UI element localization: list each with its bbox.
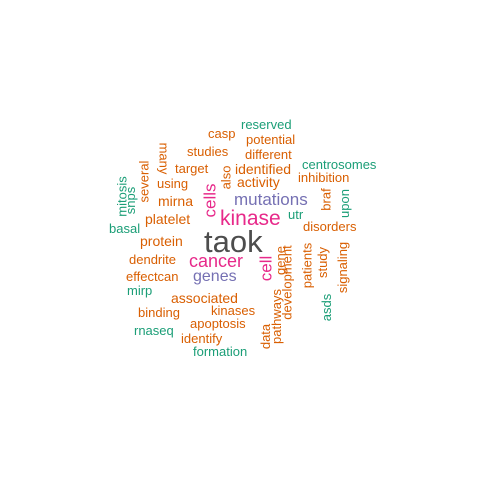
word-upon: upon [336, 189, 352, 218]
word-basal: basal [109, 221, 141, 236]
word-data: data [258, 323, 274, 350]
word-many: many [156, 142, 172, 175]
word-inhibition: inhibition [298, 170, 350, 185]
word-associated: associated [171, 290, 238, 306]
word-target: target [175, 161, 209, 176]
word-binding: binding [138, 305, 180, 320]
word-different: different [245, 147, 292, 162]
word-casp: casp [208, 126, 236, 141]
word-mutations: mutations [234, 190, 308, 209]
word-signaling: signaling [335, 241, 351, 294]
word-platelet: platelet [145, 211, 191, 227]
word-several: several [136, 160, 152, 203]
word-using: using [157, 176, 189, 191]
word-patients: patients [299, 242, 315, 289]
word-identified: identified [235, 161, 292, 177]
word-cancer: cancer [189, 251, 244, 271]
word-potential: potential [246, 132, 296, 147]
word-disorders: disorders [303, 219, 357, 234]
word-cells: cells [200, 183, 220, 218]
word-protein: protein [140, 233, 183, 249]
word-activity: activity [237, 174, 280, 190]
word-utr: utr [288, 207, 304, 222]
word-cell: cell [256, 255, 276, 282]
word-reserved: reserved [241, 117, 292, 132]
word-braf: braf [318, 188, 334, 211]
word-apoptosis: apoptosis [190, 316, 246, 331]
word-formation: formation [193, 344, 248, 359]
word-rnaseq: rnaseq [134, 323, 174, 338]
word-taok: taok [204, 224, 263, 259]
word-dendrite: dendrite [129, 252, 176, 267]
word-also: also [218, 165, 234, 190]
word-mirna: mirna [158, 193, 194, 209]
word-kinases: kinases [211, 303, 256, 318]
word-genes: genes [193, 268, 237, 285]
word-kinase: kinase [220, 207, 281, 230]
word-snps: snps [123, 186, 139, 215]
word-mirp: mirp [127, 283, 153, 298]
word-asds: asds [319, 293, 335, 322]
word-centrosomes: centrosomes [302, 157, 377, 172]
word-study: study [315, 246, 331, 279]
word-studies: studies [187, 144, 229, 159]
word-identify: identify [181, 331, 223, 346]
word-effectcan: effectcan [126, 269, 179, 284]
